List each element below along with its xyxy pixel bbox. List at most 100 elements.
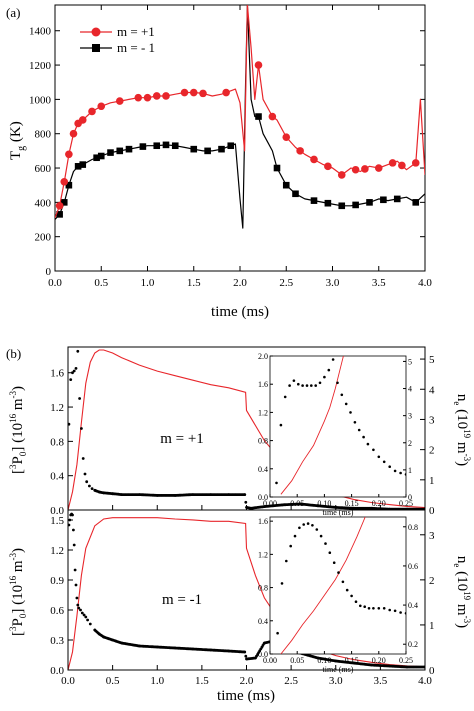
p0-point (243, 650, 247, 654)
panel-b-label: (b) (6, 346, 21, 361)
p0-point (73, 568, 77, 572)
inset-y-tick-label-right: 2 (408, 439, 412, 448)
data-point (115, 97, 124, 105)
y-tick-label-right: 4 (429, 384, 435, 396)
inset-x-tick-label: 0.05 (290, 656, 304, 665)
inset-p0-point (350, 594, 353, 598)
legend-marker-m-minus (92, 44, 100, 52)
inset-x-tick-label: 0.25 (399, 499, 413, 508)
x-tick-label: 4.0 (418, 277, 432, 289)
inset-x-tick-label: 0.20 (372, 656, 386, 665)
inset-p0-point (331, 358, 335, 361)
x-tick-label: 3.5 (372, 277, 386, 289)
legend-label-m-minus: m = - 1 (117, 40, 155, 55)
data-point (255, 113, 262, 120)
inset-data (275, 356, 406, 495)
data-point (199, 89, 207, 98)
p0-point (88, 622, 92, 626)
inset-x-tick-label: 0.25 (399, 656, 413, 665)
data-point (60, 199, 68, 206)
p0-point (244, 654, 248, 658)
inset-y-tick-label-left: 0.8 (258, 437, 268, 446)
y-tick-label: 0 (46, 266, 52, 278)
data-point (254, 61, 263, 69)
data-point (116, 147, 124, 155)
series-line (55, 5, 425, 229)
data-point (190, 145, 198, 153)
inset-p0-point (344, 402, 348, 406)
data-point (69, 129, 78, 138)
inset-p0-point (293, 534, 297, 538)
inset-x-tick-label: 0.15 (345, 499, 359, 508)
inset-p0-point (382, 460, 386, 464)
inset-bottom: 0.00 0.05 0.10 0.15 0.20 0.25 0.0 0.4 0.8 1.2 1.6 0… (258, 516, 418, 674)
panel-a-y-ticks: 0 200 400 600 800 1000 1200 1400 (29, 26, 425, 278)
panel-b-x-ticks: 0.0 0.5 1.0 1.5 2.0 2.5 3.0 3.5 4.0 (61, 505, 432, 687)
data-point (222, 88, 230, 97)
panel-b-top-ylabel-right: ne (1019 m-3) (452, 394, 472, 466)
inset-frame (269, 516, 407, 655)
p0-point (244, 500, 248, 504)
series-m-plus (55, 5, 425, 219)
y-tick-label-right: 5 (429, 354, 435, 366)
x-tick-label: 1.0 (150, 675, 164, 687)
data-point (171, 142, 179, 150)
p0-point (72, 528, 75, 532)
inset-p0-point (301, 384, 304, 387)
data-point (134, 93, 143, 102)
x-tick-label: 0.0 (61, 675, 75, 687)
data-point (153, 142, 161, 150)
panel-b-bottom-ylabel-left: [3P0] (1016 m-3) (8, 548, 28, 636)
inset-p0-point (302, 523, 306, 526)
p0-point (74, 367, 78, 370)
x-tick-label: 2.0 (233, 277, 247, 289)
y-tick-label: 1200 (29, 60, 52, 72)
inset-y-tick-label-left: 0.0 (258, 650, 268, 659)
inset-p0-point (337, 571, 340, 574)
data-point (351, 165, 360, 174)
inset-p0-point (359, 604, 362, 608)
y-tick-label: 600 (35, 163, 52, 175)
p0-point (83, 472, 87, 476)
inset-xlabel: time (ms) (323, 665, 354, 674)
data-point (388, 159, 397, 167)
inset-x-tick-label: 0.05 (290, 499, 304, 508)
x-tick-label: 4.0 (418, 675, 432, 687)
inset-p0-point (288, 384, 291, 387)
data-point (88, 107, 96, 116)
y-tick-label-right: 3 (429, 414, 435, 426)
p0-point (85, 480, 89, 484)
data-point (296, 147, 304, 155)
y-tick-label-left: 0.4 (50, 471, 64, 483)
inset-y-tick-label-left: 1.2 (258, 550, 268, 559)
y-tick-label-right: 1 (429, 475, 435, 487)
x-tick-label: 1.5 (195, 675, 209, 687)
inset-y-tick-label-right: 0 (408, 493, 412, 502)
y-tick-label-right: 3 (429, 530, 435, 542)
data-point (60, 177, 69, 186)
inset-p0-point (366, 442, 370, 446)
inset-p0-point (357, 428, 361, 432)
y-tick-label-right: 2 (429, 445, 435, 457)
y-tick-label-right: 0 (429, 665, 435, 677)
y-tick-label-left: 0.9 (50, 575, 64, 587)
x-tick-label: 3.5 (374, 675, 388, 687)
x-tick-label: 0.0 (48, 277, 62, 289)
inset-p0-point (377, 455, 381, 459)
inset-p0-point (279, 423, 283, 427)
data-point (152, 92, 161, 100)
inset-y-tick-label-right: 0.6 (408, 562, 418, 571)
data-point (74, 163, 82, 170)
inset-p0-point (367, 607, 371, 610)
inset-x-tick-label: 0.00 (263, 499, 277, 508)
inset-y-tick-label-right: 1 (408, 466, 412, 475)
inset-p0-point (404, 612, 406, 615)
data-point (310, 197, 318, 204)
y-tick-label: 400 (35, 197, 52, 209)
y-tick-label-left: 1.2 (50, 402, 64, 414)
data-point (227, 142, 235, 150)
data-point (97, 152, 105, 160)
